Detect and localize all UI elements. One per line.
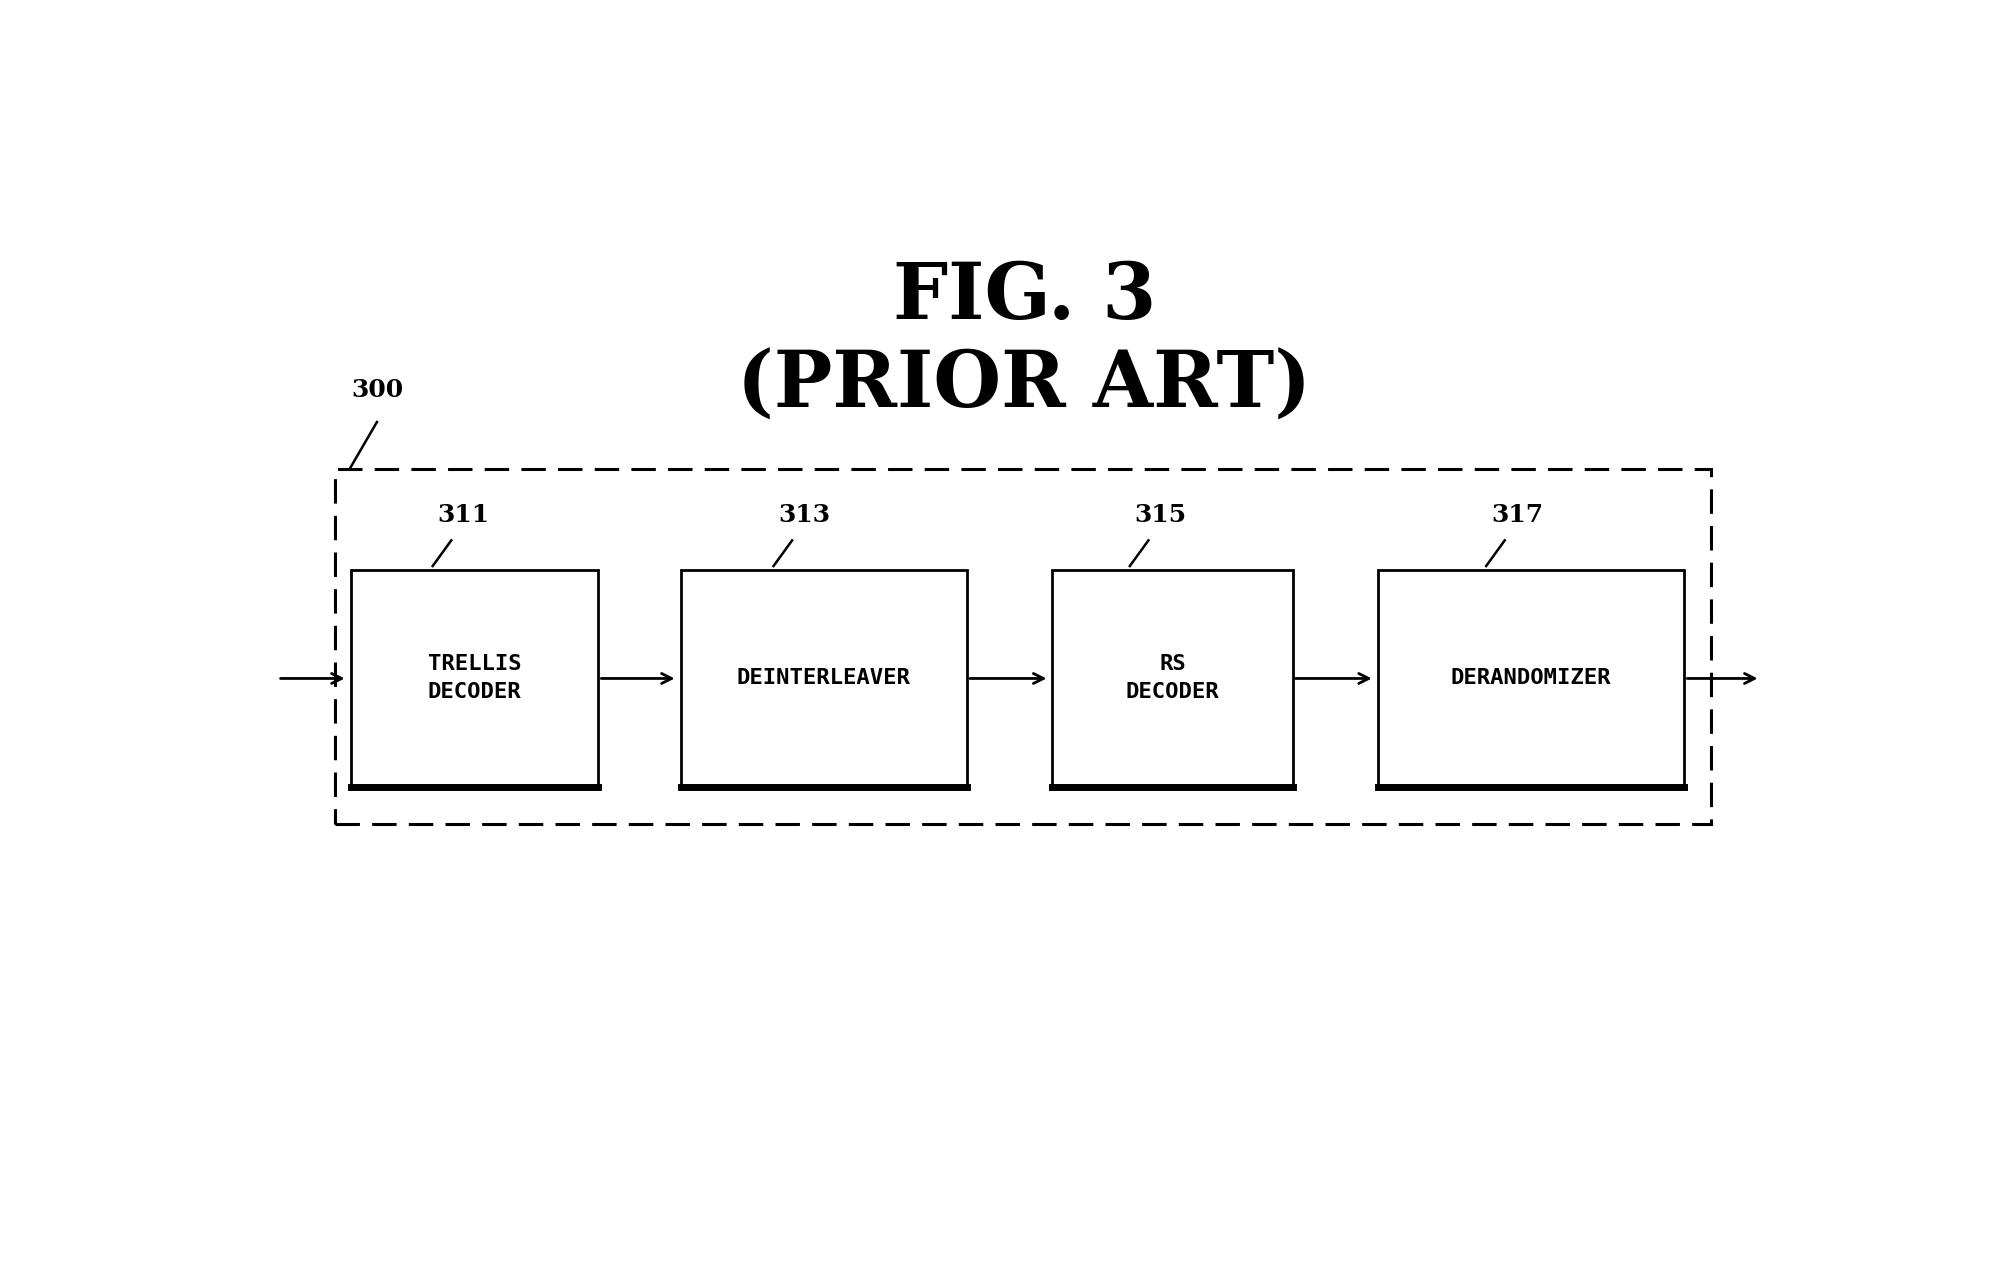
Text: 315: 315 [1135, 502, 1187, 526]
Text: 317: 317 [1491, 502, 1542, 526]
Text: FIG. 3: FIG. 3 [893, 259, 1155, 334]
Text: 311: 311 [438, 502, 490, 526]
Text: 313: 313 [777, 502, 829, 526]
Bar [679, 570, 967, 787]
Bar [336, 469, 1710, 825]
Text: (PRIOR ART): (PRIOR ART) [737, 347, 1311, 424]
Text: DERANDOMIZER: DERANDOMIZER [1451, 669, 1610, 688]
Text: RS
DECODER: RS DECODER [1125, 655, 1219, 702]
Text: DEINTERLEAVER: DEINTERLEAVER [737, 669, 911, 688]
Text: 300: 300 [352, 378, 404, 402]
Bar [1051, 570, 1293, 787]
Bar [350, 570, 597, 787]
Text: TRELLIS
DECODER: TRELLIS DECODER [428, 655, 521, 702]
Bar [1377, 570, 1684, 787]
